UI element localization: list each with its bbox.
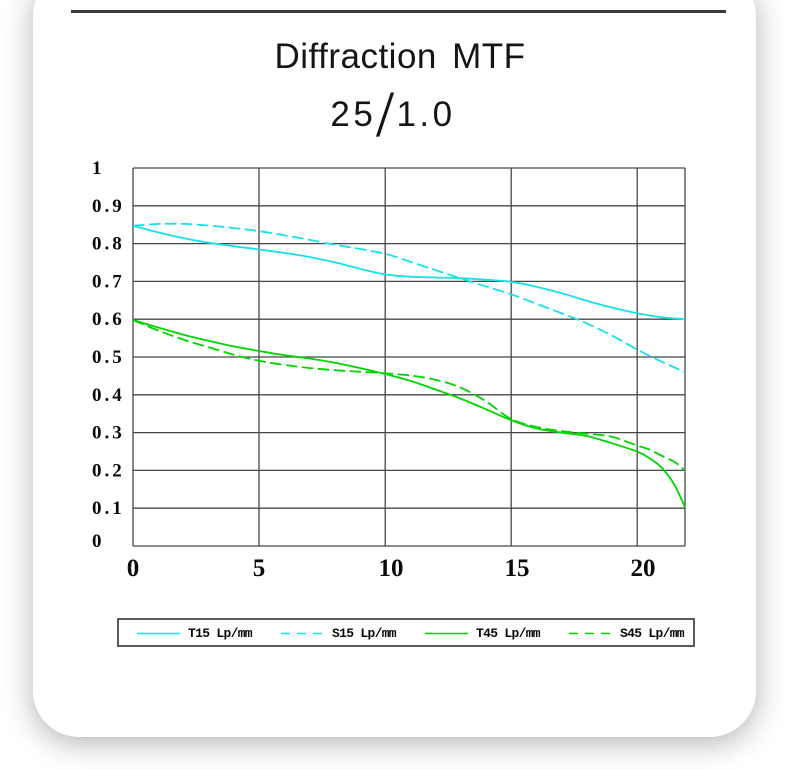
svg-text:1: 1 xyxy=(92,158,102,179)
svg-text:0.2: 0.2 xyxy=(92,460,125,481)
svg-text:0.9: 0.9 xyxy=(92,196,125,217)
svg-text:T15 Lp/mm: T15 Lp/mm xyxy=(188,626,253,641)
svg-text:0.3: 0.3 xyxy=(92,423,125,444)
svg-text:0.6: 0.6 xyxy=(92,309,125,330)
svg-text:20: 20 xyxy=(631,555,656,582)
svg-text:S45 Lp/mm: S45 Lp/mm xyxy=(620,626,685,641)
svg-text:0.5: 0.5 xyxy=(92,347,125,368)
svg-text:0.8: 0.8 xyxy=(92,234,125,255)
svg-text:0.1: 0.1 xyxy=(92,498,125,519)
svg-text:0: 0 xyxy=(92,531,102,552)
svg-text:0.7: 0.7 xyxy=(92,271,125,292)
svg-text:S15 Lp/mm: S15 Lp/mm xyxy=(332,626,397,641)
svg-text:15: 15 xyxy=(505,555,530,582)
svg-text:0.4: 0.4 xyxy=(92,385,125,406)
svg-text:5: 5 xyxy=(253,555,266,582)
svg-text:T45 Lp/mm: T45 Lp/mm xyxy=(476,626,541,641)
svg-text:0: 0 xyxy=(127,555,140,582)
svg-text:10: 10 xyxy=(379,555,404,582)
